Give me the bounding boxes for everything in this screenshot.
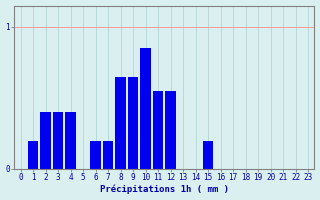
Bar [40,112,51,169]
Bar [165,91,176,169]
Bar [103,141,114,169]
X-axis label: Précipitations 1h ( mm ): Précipitations 1h ( mm ) [100,185,229,194]
Bar [65,112,76,169]
Bar [115,77,126,169]
Bar [128,77,139,169]
Bar [53,112,63,169]
Bar [28,141,38,169]
Bar [90,141,101,169]
Bar [203,141,213,169]
Bar [153,91,164,169]
Bar [140,48,151,169]
